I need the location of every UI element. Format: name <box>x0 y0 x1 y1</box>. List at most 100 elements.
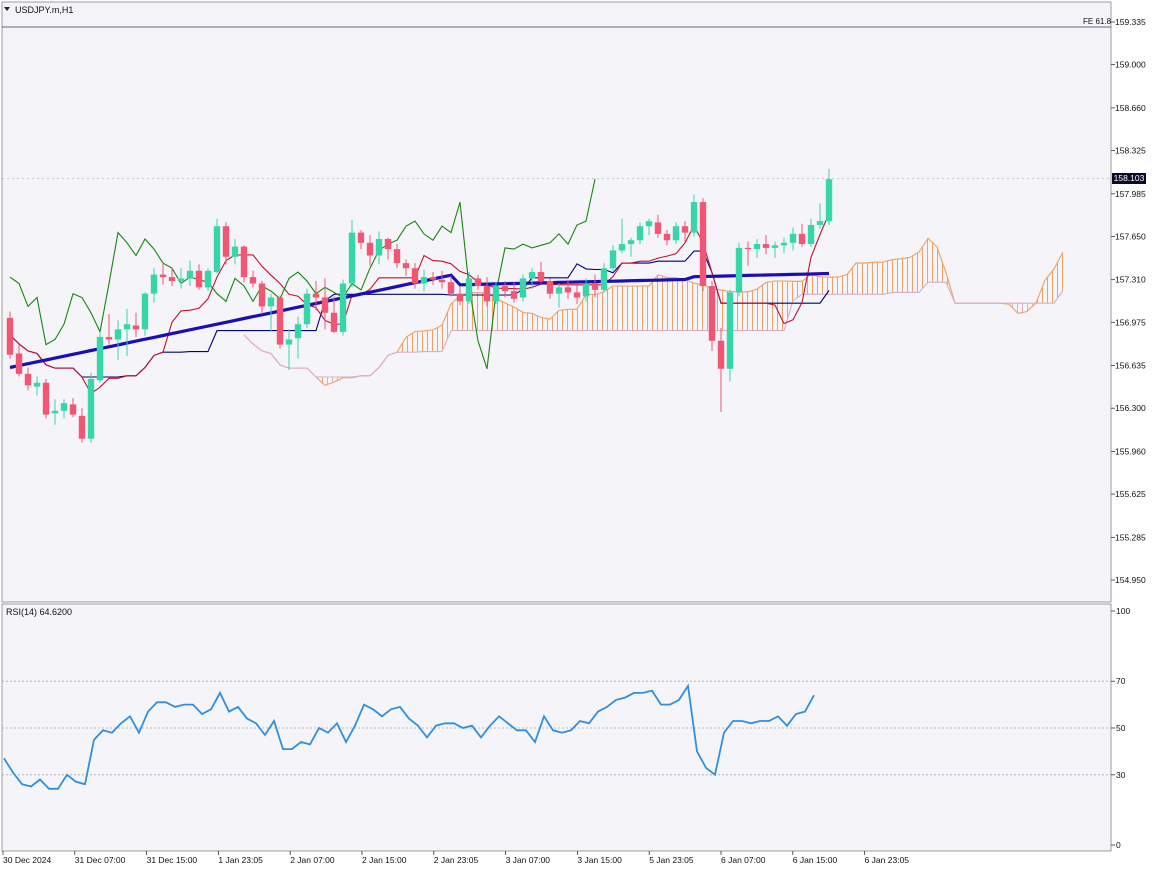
cloud-segment <box>478 292 487 331</box>
candle-body <box>456 293 464 302</box>
candle-body <box>132 325 140 330</box>
candle <box>438 270 446 289</box>
candle <box>294 316 302 359</box>
candle-body <box>339 283 347 332</box>
candle <box>762 235 770 255</box>
rsi-label: RSI(14) 64.6200 <box>6 607 73 617</box>
symbol-label: USDJPY.m,H1 <box>15 5 74 15</box>
candle <box>330 296 338 334</box>
candle <box>780 237 788 253</box>
cloud-segment <box>532 313 541 331</box>
candle <box>663 230 671 246</box>
candle-body <box>267 297 275 307</box>
candle <box>555 283 563 308</box>
candle <box>726 289 734 382</box>
candle-body <box>114 329 122 340</box>
cloud-segment <box>487 292 496 331</box>
candle <box>132 312 140 337</box>
cloud-segment <box>748 289 757 331</box>
candle-body <box>816 221 824 225</box>
price-tick-label: 159.000 <box>1115 60 1146 70</box>
rsi-panel: 100 70 50 30 0 <box>2 606 1130 850</box>
cloud-segment <box>910 252 919 293</box>
candle <box>789 227 797 251</box>
main-plot-bg <box>1 1 1112 603</box>
candle <box>753 238 761 259</box>
candles <box>6 168 833 443</box>
candle-body <box>645 221 653 227</box>
cloud-segment <box>757 282 766 331</box>
price-tick-label: 155.625 <box>1115 489 1146 499</box>
candle-body <box>555 287 563 294</box>
candle-body <box>546 280 554 294</box>
candle-body <box>492 286 500 302</box>
candle <box>573 284 581 304</box>
time-tick-label: 5 Jan 23:05 <box>649 855 694 865</box>
senkou-span-b-line <box>243 281 1064 378</box>
cloud-segment <box>451 295 460 331</box>
candle-body <box>195 270 203 288</box>
price-tick-label: 157.650 <box>1115 231 1146 241</box>
price-tick-label: 155.960 <box>1115 446 1146 456</box>
cloud-segment <box>820 276 829 295</box>
candle-body <box>744 247 752 250</box>
candle-body <box>789 233 797 243</box>
candle <box>231 238 239 265</box>
cloud-segment <box>649 274 658 331</box>
price-tick-label: 156.635 <box>1115 361 1146 371</box>
candle-body <box>393 249 401 264</box>
current-price-badge: 158.103 <box>1112 173 1146 184</box>
cloud-segment <box>460 292 469 331</box>
candle <box>537 261 545 284</box>
candle-body <box>447 282 455 294</box>
candle-body <box>654 222 662 234</box>
candle <box>366 235 374 266</box>
candle-body <box>312 293 320 298</box>
candle-body <box>303 293 311 325</box>
price-tick-label: 158.325 <box>1115 146 1146 156</box>
cloud-segment <box>496 298 505 331</box>
candle-body <box>420 277 428 284</box>
cloud-segment <box>1018 303 1027 314</box>
candle-body <box>123 324 131 330</box>
cloud-segment <box>433 325 442 352</box>
price-tick-label: 157.310 <box>1115 275 1146 285</box>
candle <box>402 259 410 276</box>
candle <box>519 274 527 302</box>
candle-body <box>807 224 815 245</box>
candle <box>339 279 347 336</box>
candle-body <box>798 233 806 245</box>
cloud-segment <box>595 291 604 331</box>
candle-body <box>636 226 644 241</box>
candle <box>69 398 77 418</box>
candle-body <box>285 339 293 345</box>
candle <box>771 241 779 259</box>
candle-body <box>681 226 689 233</box>
candle-body <box>96 336 104 381</box>
candle-body <box>321 297 329 313</box>
candle-body <box>402 263 410 269</box>
candle <box>618 218 626 253</box>
candle <box>303 288 311 329</box>
candle-body <box>825 179 833 222</box>
cloud-segment <box>631 286 640 331</box>
candle-body <box>726 292 734 369</box>
cloud-segment <box>622 286 631 331</box>
candle-body <box>141 293 149 330</box>
candle <box>15 344 23 377</box>
candle-body <box>78 415 86 439</box>
candle <box>690 194 698 237</box>
candle <box>105 314 113 345</box>
candle-body <box>627 240 635 245</box>
cloud-segment <box>937 246 946 283</box>
cloud-segment <box>658 274 667 331</box>
candle <box>177 268 185 289</box>
chevron-down-icon[interactable] <box>4 7 10 11</box>
rsi-line <box>3 683 815 790</box>
cloud-segment <box>550 310 559 331</box>
cloud-segment <box>559 309 568 331</box>
candle <box>411 263 419 289</box>
candle <box>474 274 482 290</box>
